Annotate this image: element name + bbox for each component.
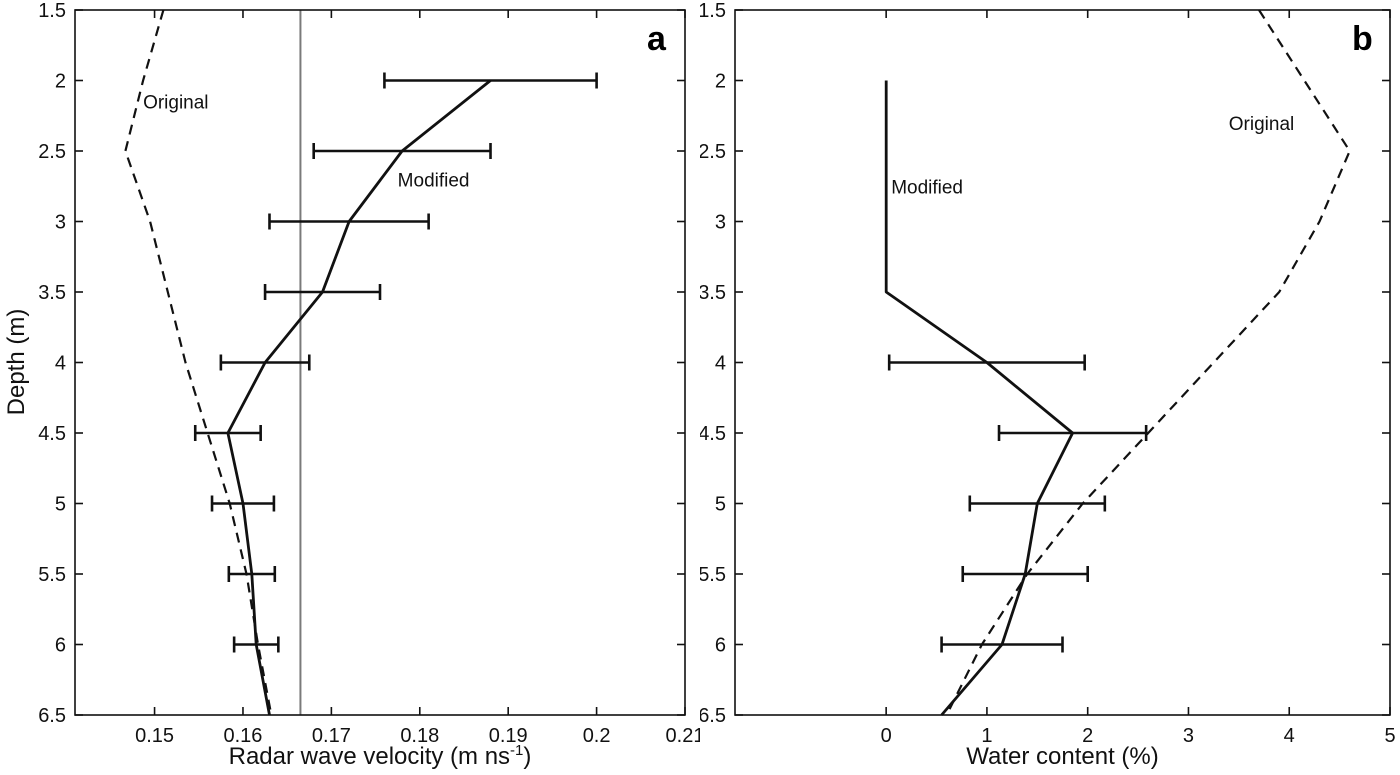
series-modified-line (884, 80, 1074, 716)
x-tick-label: 2 (1082, 725, 1093, 747)
x-tick-label: 0.21 (666, 725, 700, 747)
y-axis: 1.5 2 2.5 3 3.5 4 4.5 5 5.5 6 6.5 (700, 0, 1390, 727)
y-tick-label: 4 (55, 353, 66, 375)
annotation-modified: Modified (891, 177, 963, 198)
x-axis: 0.15 0.16 0.17 0.18 0.19 0.2 0.21 (135, 10, 700, 747)
annotation-original: Original (143, 93, 208, 114)
error-bars (193, 72, 598, 653)
x-tick-label: 0 (881, 725, 892, 747)
x-tick-label: 3 (1183, 725, 1194, 747)
x-tick-label: 0.15 (135, 725, 174, 747)
x-tick-label: 0.16 (224, 725, 263, 747)
y-tick-label: 4 (715, 353, 726, 375)
y-axis: 1.5 2 2.5 3 3.5 4 4.5 5 5.5 6 6.5 (38, 0, 685, 727)
x-axis-label-b-text: Water content (%) (966, 743, 1159, 770)
x-tick-label: 5 (1384, 725, 1395, 747)
y-tick-label: 1.5 (38, 0, 66, 22)
y-tick-label: 6.5 (700, 705, 726, 727)
y-tick-label: 2.5 (700, 141, 726, 163)
y-tick-label: 5 (715, 494, 726, 516)
panel-letter: a (647, 20, 667, 58)
y-tick-label: 6 (715, 635, 726, 657)
x-tick-label: 1 (981, 725, 992, 747)
panel-letter: b (1352, 20, 1373, 58)
x-axis-label-a: Radar wave velocity (m ns-1) (75, 742, 685, 771)
y-tick-label: 4.5 (38, 423, 66, 445)
x-axis-label-b: Water content (%) (735, 742, 1390, 771)
series-original-line (124, 9, 273, 716)
x-tick-label: 0.18 (400, 725, 439, 747)
y-tick-label: 3.5 (38, 282, 66, 304)
series-modified-line (226, 79, 492, 716)
x-axis-label-a-text: Radar wave velocity (m ns (228, 743, 511, 770)
y-tick-label: 6 (55, 635, 66, 657)
series-original-line (945, 9, 1351, 716)
y-axis-label: Depth (m) (3, 308, 30, 416)
y-tick-label: 3 (55, 212, 66, 234)
annotation-modified: Modified (398, 170, 470, 191)
y-tick-label: 2.5 (38, 141, 66, 163)
y-tick-label: 2 (55, 71, 66, 93)
y-tick-label: 2 (715, 71, 726, 93)
y-tick-label: 5.5 (38, 564, 66, 586)
y-tick-label: 3 (715, 212, 726, 234)
y-tick-label: 6.5 (38, 705, 66, 727)
x-tick-label: 4 (1284, 725, 1295, 747)
panel-b-chart: 0 1 2 3 4 5 1.5 2 2.5 3 3.5 4 4.5 5 5.5 6 6.5 Modified Ori… (700, 0, 1396, 747)
y-tick-label: 5 (55, 494, 66, 516)
x-axis: 0 1 2 3 4 5 (881, 10, 1396, 747)
x-tick-label: 0.2 (583, 725, 611, 747)
x-axis-label-a-superscript: -1 (510, 742, 524, 759)
annotation-original: Original (1229, 114, 1294, 135)
panel-a-chart: 0.15 0.16 0.17 0.18 0.19 0.2 0.21 1.5 2 2.5 3 3.5 4 4… (38, 0, 700, 747)
y-tick-label: 3.5 (700, 282, 726, 304)
x-tick-label: 0.17 (312, 725, 351, 747)
plot-box (74, 9, 686, 716)
x-axis-label-a-close: ) (523, 743, 532, 770)
x-tick-label: 0.19 (489, 725, 528, 747)
y-tick-label: 4.5 (700, 423, 726, 445)
y-tick-label: 5.5 (700, 564, 726, 586)
error-bars (887, 354, 1148, 653)
y-tick-label: 1.5 (700, 0, 726, 22)
